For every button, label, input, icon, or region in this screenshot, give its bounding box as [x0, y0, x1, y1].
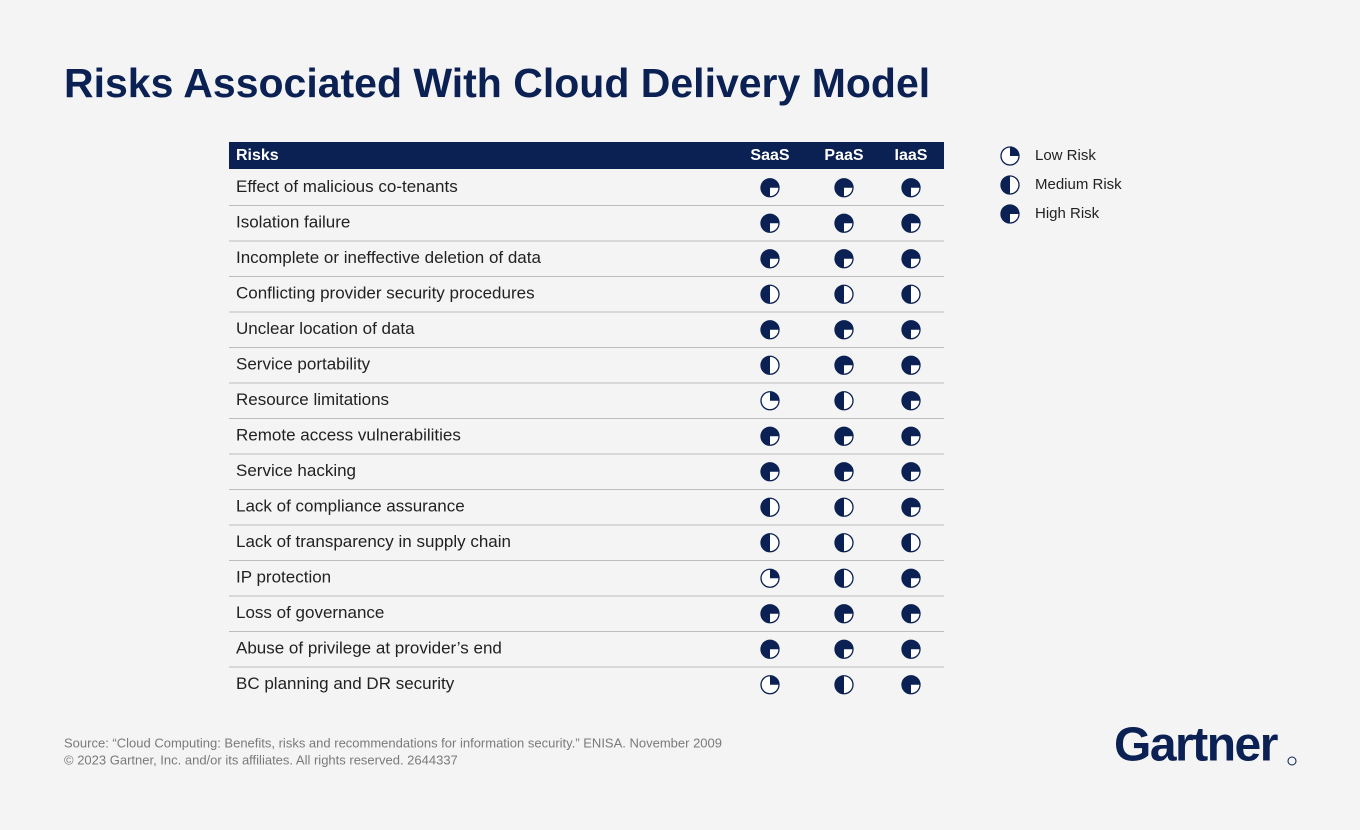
risk-icon — [902, 391, 920, 410]
risk-label: Unclear location of data — [236, 319, 415, 338]
risk-label: Lack of compliance assurance — [236, 497, 465, 516]
risk-icon — [770, 675, 779, 685]
legend-label: Low Risk — [1035, 147, 1096, 164]
risk-icon — [902, 498, 920, 517]
risk-icon — [835, 604, 853, 623]
risk-label: Isolation failure — [236, 213, 350, 232]
risk-icon — [902, 427, 920, 446]
table-header-cell: SaaS — [750, 147, 789, 164]
risk-icon — [835, 391, 844, 410]
risk-icon — [761, 320, 779, 339]
risk-icon — [761, 178, 779, 197]
table-header-cell: Risks — [236, 147, 279, 164]
risk-icon — [902, 320, 920, 339]
risk-label: Incomplete or ineffective deletion of da… — [236, 248, 541, 267]
risk-icon — [902, 462, 920, 481]
risk-label: Effect of malicious co-tenants — [236, 177, 458, 196]
risk-icon — [902, 214, 920, 233]
risk-label: Lack of transparency in supply chain — [236, 532, 511, 551]
legend-label: High Risk — [1035, 205, 1100, 222]
risk-label: Abuse of privilege at provider’s end — [236, 639, 502, 658]
risk-icon — [835, 249, 853, 268]
risk-icon — [902, 356, 920, 375]
risk-icon — [835, 640, 853, 659]
title: Risks Associated With Cloud Delivery Mod… — [64, 60, 930, 106]
table-header-bar — [229, 142, 944, 169]
risk-label: Loss of governance — [236, 603, 384, 622]
risk-icon — [835, 178, 853, 197]
risk-label: Service portability — [236, 355, 371, 374]
risk-label: BC planning and DR security — [236, 674, 455, 693]
risk-icon — [761, 249, 779, 268]
risk-icon — [761, 462, 779, 481]
risk-label: Conflicting provider security procedures — [236, 284, 535, 303]
risk-icon — [902, 569, 920, 588]
legend-label: Medium Risk — [1035, 176, 1122, 193]
risk-icon — [835, 320, 853, 339]
risk-icon — [835, 675, 844, 694]
risk-icon — [835, 356, 853, 375]
risk-icon — [761, 498, 770, 517]
source-note: Source: “Cloud Computing: Benefits, risk… — [64, 735, 722, 750]
risk-icon — [770, 569, 779, 579]
risk-icon — [770, 391, 779, 401]
risk-icon — [835, 462, 853, 481]
risk-icon — [761, 640, 779, 659]
risk-icon — [835, 569, 844, 588]
risk-icon — [835, 498, 844, 517]
logo: Gartner — [1114, 719, 1278, 772]
risk-icon — [761, 427, 779, 446]
risk-icon — [902, 640, 920, 659]
risk-icon — [835, 285, 844, 304]
risk-icon — [835, 427, 853, 446]
risk-icon — [835, 214, 853, 233]
risk-icon — [835, 533, 844, 552]
risk-icon — [902, 675, 920, 694]
risk-icon — [902, 604, 920, 623]
risk-icon — [1001, 176, 1010, 194]
logo-registered — [1287, 756, 1297, 766]
risk-label: Service hacking — [236, 461, 356, 480]
table-header-cell: IaaS — [895, 147, 928, 164]
risk-label: Remote access vulnerabilities — [236, 426, 461, 445]
risk-label: Resource limitations — [236, 390, 389, 409]
risk-icon — [1010, 147, 1019, 156]
risk-icon — [902, 249, 920, 268]
risk-icon — [761, 285, 770, 304]
risk-icon — [902, 285, 911, 304]
risk-label: IP protection — [236, 568, 331, 587]
risk-icon — [761, 214, 779, 233]
risk-icon — [761, 356, 770, 375]
risk-icon — [902, 178, 920, 197]
risk-icon — [902, 533, 911, 552]
copyright-note: © 2023 Gartner, Inc. and/or its affiliat… — [64, 752, 458, 767]
risk-icon — [1001, 205, 1019, 223]
risk-icon — [761, 604, 779, 623]
table-header-cell: PaaS — [824, 147, 863, 164]
risk-icon — [761, 533, 770, 552]
